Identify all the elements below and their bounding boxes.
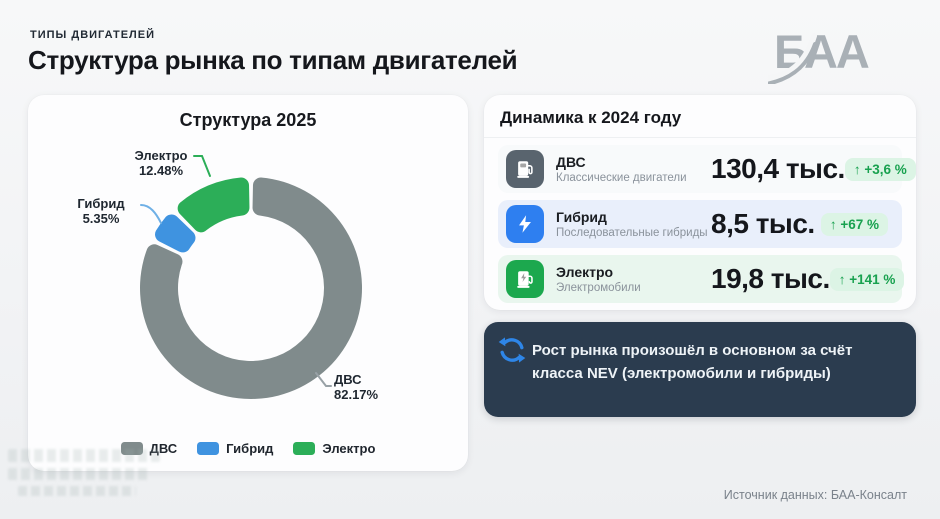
refresh-icon [498,337,526,363]
label-connector-dvs [315,372,332,387]
legend-label: Электро [322,441,376,456]
donut-segment-ДВС [140,177,363,399]
label-connector-hybrid [140,204,162,224]
legend-item-dvs: ДВС [120,441,178,456]
label-connector-electro [193,155,211,177]
watermark [8,449,160,502]
segment-label-name: Электро [134,148,188,163]
dynamics-rows: ДВС Классические двигатели 130,4 тыс. ↑ … [498,145,916,303]
value-label: 8,5 тыс. [711,208,815,239]
value-label: 130,4 тыс. [711,153,845,184]
row-text: Гибрид Последовательные гибриды [556,209,711,239]
page-title: Структура рынка по типам двигателей [28,45,518,75]
structure-chart-card: Структура 2025 Электро 12.48% Гибрид 5.3… [28,95,468,471]
segment-label-pct: 82.17% [334,386,379,402]
legend-swatch [197,442,220,455]
legend-label: Гибрид [226,441,274,456]
row-text: ДВС Классические двигатели [556,154,711,184]
donut-chart [140,155,363,399]
lightning-icon [506,205,544,243]
legend-item-electro: Электро [293,441,375,456]
note-text: Рост рынка произошёл в основном за счёт … [532,342,853,383]
dynamics-row-dvs: ДВС Классические двигатели 130,4 тыс. ↑ … [498,145,916,193]
row-text: Электро Электромобили [556,264,711,294]
segment-label-electro: Электро 12.48% [113,148,209,178]
segment-label-hybrid: Гибрид 5.35% [63,196,139,226]
dynamics-card: Динамика к 2024 году ДВС Классические дв… [484,95,916,310]
legend-item-hybrid: Гибрид [197,441,273,456]
baa-logo: БАА [768,20,934,84]
delta-badge: ↑ +67 % [820,212,888,236]
legend-label: ДВС [149,441,178,456]
engine-type-desc: Последовательные гибриды [556,227,708,239]
donut-segment-Гибрид [155,214,196,253]
watermark-line [8,449,160,462]
ev-charger-icon [506,260,544,298]
nev-note-panel: Рост рынка произошёл в основном за счёт … [484,322,916,417]
fuel-pump-icon [506,150,544,188]
logo-road-swoosh-icon [768,33,817,84]
dynamics-title: Динамика к 2024 году [500,108,682,127]
legend-swatch [293,442,316,455]
watermark-line [8,468,150,480]
legend-swatch [120,442,143,455]
engine-type-desc: Классические двигатели [556,172,687,184]
engine-type-name: ДВС [556,154,586,170]
chart-legend: ДВС Гибрид Электро [28,441,468,456]
engine-type-name: Электро [556,264,614,280]
segment-label-dvs: ДВС 82.17% [334,372,414,402]
delta-badge: ↑ +3,6 % [844,157,916,181]
dynamics-row-electro: Электро Электромобили 19,8 тыс. ↑ +141 % [498,255,905,303]
segment-label-name: Гибрид [77,196,125,211]
value-label: 19,8 тыс. [711,263,830,294]
delta-badge: ↑ +141 % [829,267,905,291]
segment-label-pct: 12.48% [138,162,184,178]
engine-type-desc: Электромобили [556,282,641,294]
segment-label-name: ДВС [334,372,362,387]
kicker-label: ТИПЫ ДВИГАТЕЛЕЙ [30,29,155,41]
watermark-line [18,486,136,496]
segment-label-pct: 5.35% [82,210,120,226]
engine-type-name: Гибрид [556,209,607,225]
dynamics-row-hybrid: Гибрид Последовательные гибриды 8,5 тыс.… [498,200,902,248]
donut-segment-Электро [177,177,250,233]
divider [484,137,916,138]
chart-title: Структура 2025 [179,110,317,130]
data-source-label: Источник данных: БАА-Консалт [723,488,907,502]
